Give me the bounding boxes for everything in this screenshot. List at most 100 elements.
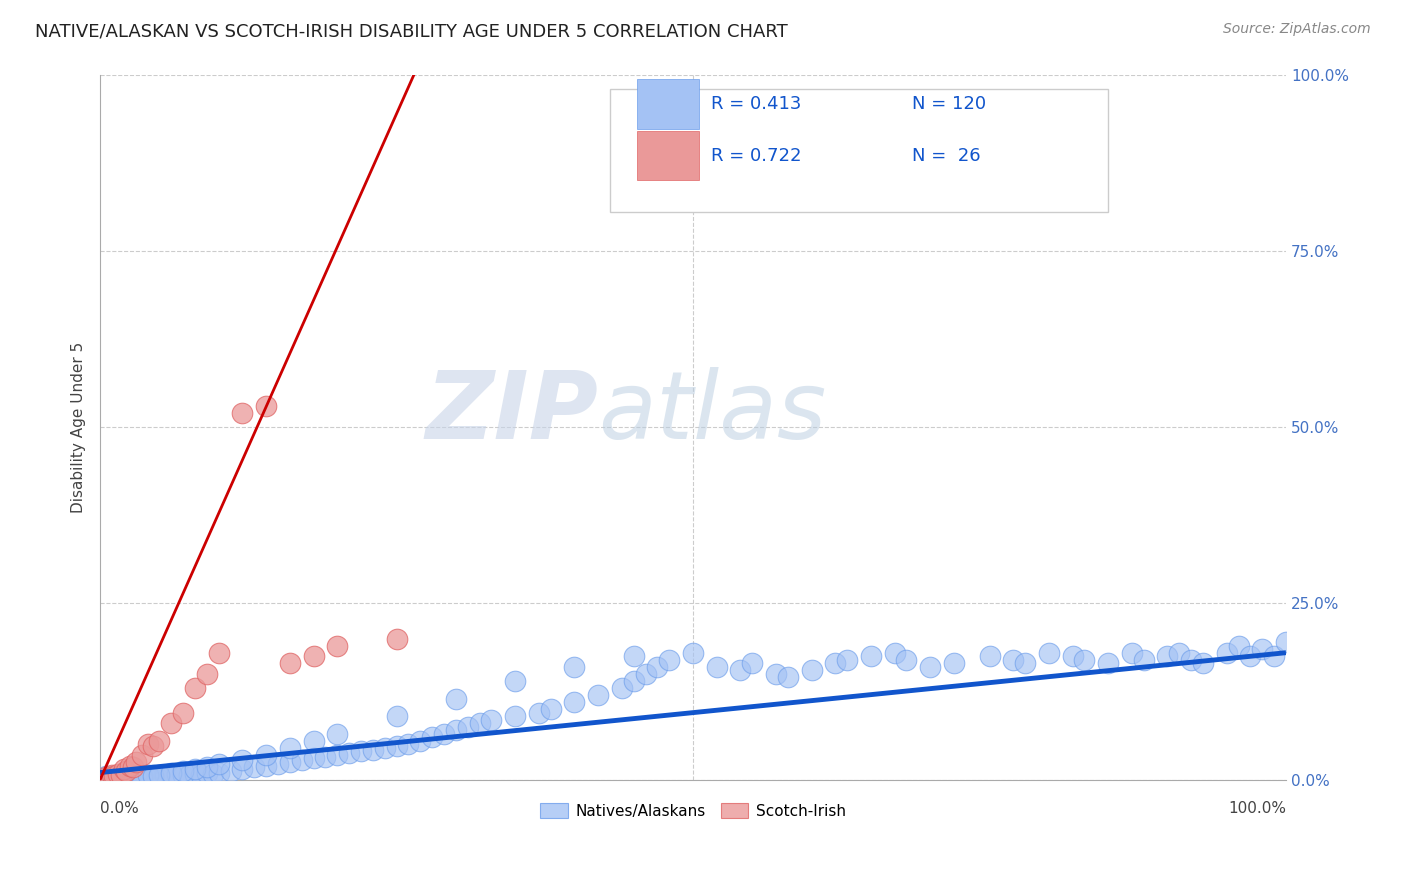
- Point: [115, 764, 138, 779]
- Point: [195, 760, 218, 774]
- Point: [155, 768, 177, 782]
- Point: [243, 760, 266, 774]
- Point: [1168, 646, 1191, 660]
- Point: [385, 709, 408, 723]
- Point: [623, 649, 645, 664]
- Point: [122, 760, 145, 774]
- Point: [564, 660, 586, 674]
- Point: [326, 727, 349, 741]
- Point: [920, 660, 942, 674]
- Legend: Natives/Alaskans, Scotch-Irish: Natives/Alaskans, Scotch-Irish: [534, 797, 852, 825]
- Point: [118, 770, 141, 784]
- FancyBboxPatch shape: [610, 88, 1108, 212]
- Point: [610, 681, 633, 695]
- Point: [127, 770, 149, 784]
- Point: [1215, 646, 1237, 660]
- Point: [254, 399, 277, 413]
- Point: [172, 706, 194, 720]
- Point: [115, 769, 138, 783]
- Point: [148, 769, 170, 783]
- Point: [148, 767, 170, 781]
- Point: [337, 746, 360, 760]
- Point: [278, 740, 301, 755]
- Point: [1263, 649, 1285, 664]
- Point: [647, 660, 669, 674]
- Point: [131, 770, 153, 784]
- FancyBboxPatch shape: [637, 79, 699, 128]
- Point: [326, 747, 349, 762]
- Point: [1002, 653, 1025, 667]
- Point: [481, 713, 503, 727]
- Point: [1251, 642, 1274, 657]
- Point: [824, 657, 846, 671]
- Point: [136, 737, 159, 751]
- Point: [385, 739, 408, 753]
- Point: [118, 758, 141, 772]
- Point: [172, 764, 194, 779]
- Point: [219, 764, 242, 779]
- Point: [979, 649, 1001, 664]
- Point: [122, 771, 145, 785]
- Point: [883, 646, 905, 660]
- Point: [896, 653, 918, 667]
- Point: [148, 734, 170, 748]
- Point: [98, 771, 121, 785]
- Point: [112, 771, 135, 785]
- Text: 0.0%: 0.0%: [100, 801, 139, 816]
- Point: [146, 770, 169, 784]
- Point: [160, 716, 183, 731]
- Point: [658, 653, 681, 667]
- Point: [177, 767, 200, 781]
- Point: [125, 769, 148, 783]
- Point: [208, 757, 231, 772]
- Point: [160, 767, 183, 781]
- Point: [278, 657, 301, 671]
- Point: [1132, 653, 1154, 667]
- Point: [184, 767, 207, 781]
- Text: N =  26: N = 26: [912, 146, 981, 165]
- Text: NATIVE/ALASKAN VS SCOTCH-IRISH DISABILITY AGE UNDER 5 CORRELATION CHART: NATIVE/ALASKAN VS SCOTCH-IRISH DISABILIT…: [35, 22, 787, 40]
- Point: [291, 753, 314, 767]
- Point: [1192, 657, 1215, 671]
- Point: [420, 731, 443, 745]
- Point: [254, 758, 277, 772]
- Point: [1014, 657, 1036, 671]
- Y-axis label: Disability Age Under 5: Disability Age Under 5: [72, 342, 86, 513]
- Text: R = 0.722: R = 0.722: [711, 146, 801, 165]
- Point: [326, 639, 349, 653]
- Point: [623, 673, 645, 688]
- Point: [231, 762, 253, 776]
- Point: [195, 666, 218, 681]
- Point: [1156, 649, 1178, 664]
- Point: [314, 750, 336, 764]
- Point: [231, 753, 253, 767]
- Point: [201, 767, 224, 781]
- Point: [112, 762, 135, 776]
- Point: [444, 691, 467, 706]
- Point: [190, 767, 212, 781]
- Point: [160, 765, 183, 780]
- Point: [195, 766, 218, 780]
- Point: [837, 653, 859, 667]
- Point: [776, 670, 799, 684]
- Point: [1275, 635, 1298, 649]
- Point: [1073, 653, 1095, 667]
- Point: [444, 723, 467, 738]
- Point: [765, 666, 787, 681]
- Text: Source: ZipAtlas.com: Source: ZipAtlas.com: [1223, 22, 1371, 37]
- Point: [302, 734, 325, 748]
- Point: [859, 649, 882, 664]
- Point: [103, 771, 125, 785]
- Point: [800, 663, 823, 677]
- Point: [398, 737, 420, 751]
- Point: [433, 727, 456, 741]
- Point: [136, 768, 159, 782]
- Point: [278, 755, 301, 769]
- Point: [468, 716, 491, 731]
- Point: [107, 769, 129, 783]
- Point: [231, 406, 253, 420]
- Point: [94, 769, 117, 783]
- Point: [1038, 646, 1060, 660]
- Point: [1062, 649, 1084, 664]
- Point: [94, 770, 117, 784]
